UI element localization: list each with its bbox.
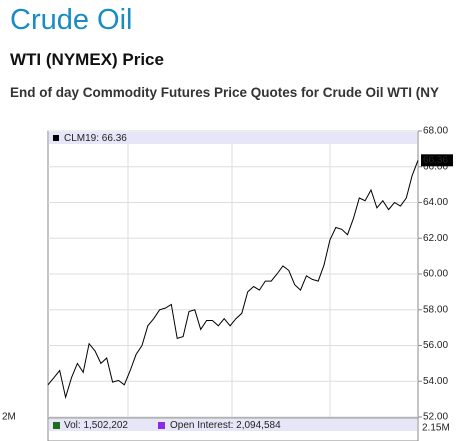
page-subtitle: WTI (NYMEX) Price — [10, 50, 164, 69]
oi-legend: Open Interest: 2,094,584 — [170, 420, 281, 431]
y-tick-label: 64.00 — [423, 197, 448, 208]
legend-label: CLM19: 66.36 — [64, 133, 127, 144]
volume-swatch — [53, 422, 60, 429]
y-tick-label: 52.00 — [423, 412, 448, 423]
y-tick-label: 60.00 — [423, 269, 448, 280]
last-price-tag — [421, 154, 453, 167]
page-description: End of day Commodity Futures Price Quote… — [10, 85, 440, 100]
legend-band — [49, 132, 417, 144]
volume-legend-band — [49, 419, 417, 431]
legend-swatch — [53, 135, 59, 141]
oi-swatch — [158, 422, 165, 429]
volume-legend: Vol: 1,502,202 — [64, 420, 128, 431]
volume-right-label: 2.15M — [422, 423, 450, 434]
y-tick-label: 68.00 — [423, 126, 448, 137]
price-line — [47, 160, 419, 400]
y-tick-label: 56.00 — [423, 340, 448, 351]
y-tick-label: 62.00 — [423, 233, 448, 244]
y-tick-label: 66.00 — [423, 161, 448, 172]
volume-left-label: 2M — [2, 412, 16, 423]
y-tick-label: 54.00 — [423, 376, 448, 387]
page-title: Crude Oil — [10, 4, 133, 36]
last-price-label: 66.36 — [423, 155, 448, 166]
y-tick-label: 58.00 — [423, 304, 448, 315]
